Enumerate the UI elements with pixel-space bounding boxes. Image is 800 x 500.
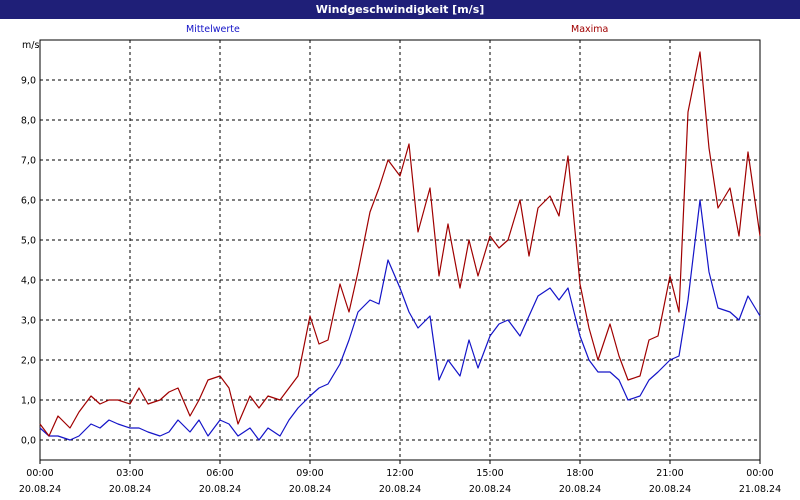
x-tick-time-label: 18:00 (566, 468, 593, 479)
x-tick-date-label: 21.08.24 (739, 484, 781, 495)
x-tick-time-label: 03:00 (116, 468, 143, 479)
plot-frame (39, 39, 761, 461)
legend-mean: Mittelwerte (186, 24, 240, 35)
y-tick-label: 2,0 (21, 356, 36, 367)
x-tick-time-label: 09:00 (296, 468, 323, 479)
x-tick-time-label: 00:00 (26, 468, 53, 479)
x-tick-date-label: 20.08.24 (109, 484, 151, 495)
y-axis-unit-label: m/s (22, 40, 39, 51)
y-tick-label: 9,0 (21, 76, 36, 87)
x-tick-time-label: 15:00 (476, 468, 503, 479)
y-tick-label: 0,0 (21, 436, 36, 447)
max-series-line (39, 51, 761, 437)
x-tick-time-label: 12:00 (386, 468, 413, 479)
x-tick-date-label: 20.08.24 (469, 484, 511, 495)
x-tick-date-label: 20.08.24 (199, 484, 241, 495)
x-tick-date-label: 20.08.24 (289, 484, 331, 495)
mean-series-line (39, 199, 761, 441)
y-tick-label: 3,0 (21, 316, 36, 327)
legend-max: Maxima (571, 24, 609, 35)
x-tick-time-label: 00:00 (746, 468, 773, 479)
x-tick-date-label: 20.08.24 (649, 484, 691, 495)
y-tick-label: 7,0 (21, 156, 36, 167)
x-tick-date-label: 20.08.24 (19, 484, 61, 495)
y-tick-label: 4,0 (21, 276, 36, 287)
x-tick-time-label: 21:00 (656, 468, 683, 479)
y-tick-label: 1,0 (21, 396, 36, 407)
chart-title: Windgeschwindigkeit [m/s] (0, 0, 800, 19)
x-tick-date-label: 20.08.24 (559, 484, 601, 495)
x-tick-date-label: 20.08.24 (379, 484, 421, 495)
x-tick-time-label: 06:00 (206, 468, 233, 479)
y-tick-label: 5,0 (21, 236, 36, 247)
y-tick-label: 6,0 (21, 196, 36, 207)
y-tick-label: 8,0 (21, 116, 36, 127)
